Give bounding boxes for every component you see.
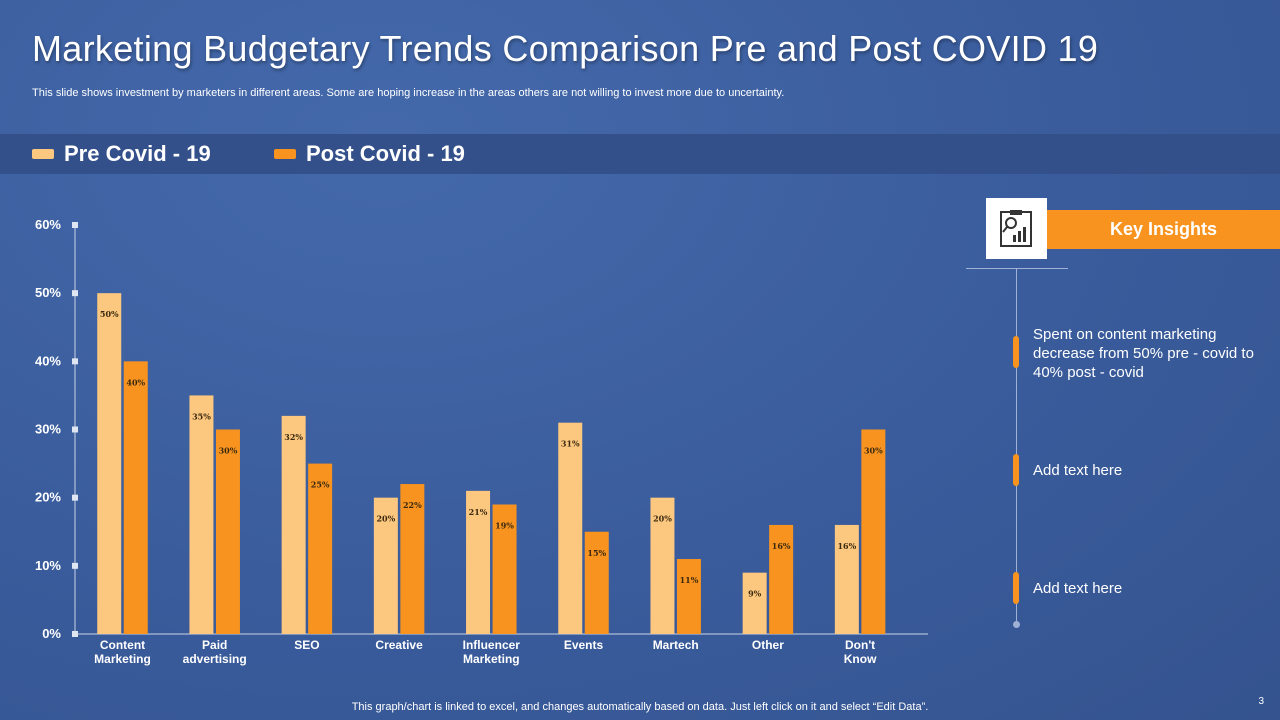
bar-pre: [650, 497, 675, 634]
insight-marker-2: [1013, 454, 1019, 486]
bar-value-label: 16%: [772, 541, 791, 551]
bar-value-label: 31%: [561, 439, 580, 449]
category-label: advertising: [183, 652, 247, 666]
y-tick-label: 30%: [35, 422, 61, 437]
y-tick-mark: [72, 426, 78, 433]
insight-text-2: Add text here: [1033, 462, 1123, 479]
timeline-end-dot: [1013, 621, 1020, 628]
category-label: Martech: [653, 638, 699, 652]
bar-value-label: 20%: [653, 514, 672, 524]
category-label: Know: [844, 652, 877, 666]
bar-pre: [466, 490, 491, 634]
insight-text-3: Add text here: [1033, 580, 1123, 597]
bar-chart: 0%10%20%30%40%50%60%50%40%ContentMarketi…: [35, 217, 928, 666]
bar-value-label: 9%: [748, 589, 762, 599]
y-tick-mark: [72, 562, 78, 569]
bar-value-label: 25%: [311, 480, 330, 490]
y-tick-label: 20%: [35, 490, 61, 505]
chart-analysis-icon: [999, 209, 1032, 247]
legend-swatch-pre: [32, 149, 54, 159]
bar-pre: [373, 497, 398, 634]
bar-value-label: 30%: [864, 446, 883, 456]
timeline-line: [1016, 268, 1017, 624]
slide-title: Marketing Budgetary Trends Comparison Pr…: [32, 28, 1099, 69]
category-label: SEO: [294, 638, 319, 652]
y-tick-mark: [72, 631, 78, 637]
bar-pre: [97, 293, 122, 634]
category-label: Marketing: [463, 652, 520, 666]
bar-post: [584, 531, 609, 634]
bar-pre: [834, 524, 859, 634]
bar-pre: [558, 422, 583, 634]
legend-item-pre: Pre Covid - 19: [32, 134, 211, 174]
y-tick-mark: [72, 494, 78, 501]
bar-pre: [281, 415, 306, 634]
slide-subtitle: This slide shows investment by marketers…: [32, 87, 785, 99]
y-tick-label: 50%: [35, 285, 61, 300]
bar-value-label: 32%: [284, 432, 303, 442]
bar-value-label: 22%: [403, 500, 422, 510]
insight-marker-1: [1013, 336, 1019, 368]
insight-marker-3: [1013, 572, 1019, 604]
bar-value-label: 35%: [192, 411, 211, 421]
category-label: Content: [100, 638, 145, 652]
legend-label-pre: Pre Covid - 19: [64, 141, 211, 166]
timeline-divider: [966, 268, 1068, 269]
legend-item-post: Post Covid - 19: [274, 134, 465, 174]
bar-post: [308, 463, 333, 634]
bar-value-label: 40%: [126, 377, 145, 387]
category-label: Events: [564, 638, 604, 652]
footer-note: This graph/chart is linked to excel, and…: [351, 701, 929, 713]
bar-post: [769, 524, 794, 634]
y-tick-mark: [72, 290, 78, 297]
insight-text-1: Spent on content marketing decrease from…: [1033, 326, 1254, 381]
bar-value-label: 20%: [376, 514, 395, 524]
bar-post: [123, 361, 148, 634]
category-label: Marketing: [94, 652, 151, 666]
bar-value-label: 50%: [100, 309, 119, 319]
bar-value-label: 16%: [837, 541, 856, 551]
category-label: Don't: [845, 638, 875, 652]
category-label: Influencer: [463, 638, 521, 652]
y-tick-label: 10%: [35, 558, 61, 573]
bar-value-label: 15%: [587, 548, 606, 558]
legend-band: Pre Covid - 19 Post Covid - 19: [0, 134, 1280, 174]
legend-label-post: Post Covid - 19: [306, 141, 465, 166]
y-tick-label: 60%: [35, 217, 61, 232]
bar-pre: [742, 572, 767, 634]
y-tick-mark: [72, 358, 78, 365]
bar-post: [492, 504, 517, 634]
y-tick-mark: [72, 222, 78, 228]
legend-swatch-post: [274, 149, 296, 159]
bar-post: [215, 429, 240, 634]
y-tick-label: 0%: [42, 626, 61, 641]
page-number: 3: [1258, 696, 1264, 707]
insights-icon-box: [986, 198, 1047, 259]
category-label: Paid: [202, 638, 227, 652]
category-label: Other: [752, 638, 784, 652]
category-label: Creative: [375, 638, 423, 652]
bar-post: [676, 559, 701, 634]
bar-value-label: 19%: [495, 520, 514, 530]
bar-value-label: 11%: [680, 575, 699, 585]
bar-pre: [189, 395, 214, 634]
y-tick-label: 40%: [35, 353, 61, 368]
bar-post: [861, 429, 886, 634]
bar-value-label: 21%: [469, 507, 488, 517]
bar-value-label: 30%: [219, 446, 238, 456]
insights-header: Key Insights: [1047, 210, 1280, 249]
bar-post: [400, 484, 425, 634]
